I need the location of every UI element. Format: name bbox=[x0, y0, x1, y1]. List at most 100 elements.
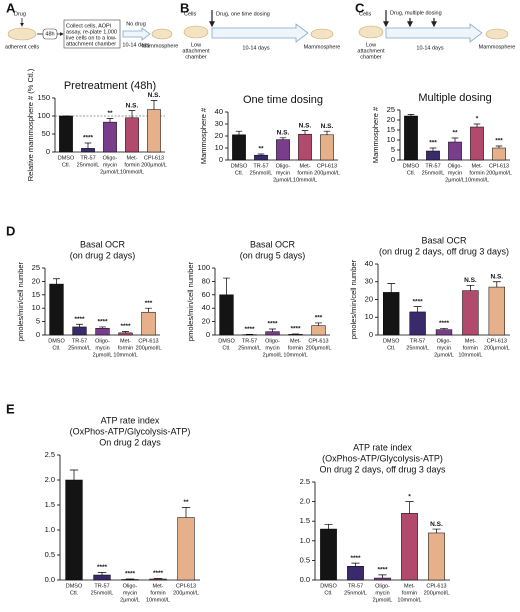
x-tick-label: DMSO bbox=[231, 163, 248, 169]
x-tick-label: CPI-613 bbox=[489, 163, 509, 169]
bar bbox=[265, 331, 280, 336]
error-bar bbox=[150, 100, 158, 110]
x-tick-label: DMSO bbox=[218, 338, 235, 344]
dish bbox=[485, 28, 509, 40]
significance-label: *** bbox=[145, 300, 153, 307]
dish bbox=[7, 27, 37, 41]
significance-label: *** bbox=[315, 315, 323, 322]
x-tick-label: 25nmol/L bbox=[406, 345, 429, 351]
y-tick-label: 1.0 bbox=[45, 525, 55, 534]
error-bar bbox=[106, 118, 114, 123]
error-bar bbox=[223, 277, 230, 295]
y-tick-label: 40 bbox=[202, 303, 210, 312]
schematic-text: 10-14 days bbox=[416, 45, 443, 51]
significance-label: **** bbox=[125, 571, 136, 578]
dish bbox=[183, 25, 209, 39]
y-tick-label: 0 bbox=[219, 155, 223, 164]
schematic-text: attachment bbox=[182, 48, 210, 54]
error-bar bbox=[128, 110, 136, 118]
x-tick-label: CPI-613 bbox=[308, 338, 328, 344]
x-tick-label: Oligo- bbox=[95, 338, 110, 344]
x-tick-label: 10mmol/L bbox=[458, 352, 482, 358]
x-tick-label: 2μmol/L bbox=[434, 352, 454, 358]
error-bar bbox=[235, 130, 243, 135]
arrow bbox=[385, 23, 483, 43]
x-tick-label: Met- bbox=[290, 338, 301, 344]
significance-label: **** bbox=[97, 564, 108, 571]
schematic-text: attachment bbox=[357, 48, 385, 54]
y-tick-label: 60 bbox=[202, 290, 210, 299]
error-bar bbox=[125, 578, 135, 580]
y-tick-label: 25 bbox=[32, 263, 40, 272]
y-tick-label: 30 bbox=[365, 277, 373, 286]
y-tick-label: 20 bbox=[32, 276, 40, 285]
y-tick-label: 0.0 bbox=[300, 575, 310, 584]
significance-label: N.S. bbox=[277, 130, 290, 137]
x-tick-label: Met- bbox=[465, 338, 476, 344]
x-tick-label: CPI-613 bbox=[317, 163, 337, 169]
x-tick-label: Ctl. bbox=[222, 345, 231, 351]
y-tick-label: 10 bbox=[387, 135, 395, 144]
chart-title: On drug 2 days bbox=[99, 437, 161, 447]
x-tick-label: formin bbox=[402, 590, 417, 596]
x-tick-label: DMSO bbox=[48, 338, 65, 344]
schematic-text: Drug bbox=[14, 11, 26, 17]
y-tick-label: 50 bbox=[42, 129, 50, 138]
error-bar bbox=[324, 523, 333, 530]
x-tick-label: Oligo- bbox=[448, 163, 463, 169]
bar bbox=[492, 147, 506, 161]
error-bar bbox=[269, 328, 276, 332]
chart-title: (OxPhos-ATP/Glycolysis-ATP) bbox=[322, 453, 443, 463]
chart-title: Multiple dosing bbox=[418, 92, 491, 104]
error-bar bbox=[323, 130, 331, 135]
x-tick-label: DMSO bbox=[320, 583, 337, 589]
schematic-text: 10-14 days bbox=[242, 45, 269, 51]
x-tick-label: 10mmol/L bbox=[397, 597, 421, 603]
schematic-text: 48h bbox=[45, 31, 54, 37]
x-tick-label: DMSO bbox=[403, 163, 420, 169]
panel-label: D bbox=[6, 223, 15, 238]
bar bbox=[383, 292, 400, 336]
y-tick-label: 20 bbox=[202, 317, 210, 326]
bar bbox=[103, 121, 117, 153]
x-tick-label: 2μmol/L bbox=[120, 597, 140, 603]
error-bar bbox=[440, 328, 448, 330]
y-tick-label: 150 bbox=[37, 93, 50, 102]
significance-label: N.S. bbox=[148, 92, 161, 99]
error-bar bbox=[495, 145, 503, 148]
x-tick-label: formin bbox=[469, 170, 484, 176]
x-tick-label: 2μmol/L bbox=[93, 352, 113, 358]
x-tick-label: 25nmol/L bbox=[238, 345, 261, 351]
x-tick-label: 200μmol/L bbox=[486, 170, 512, 176]
x-tick-label: Oligo- bbox=[123, 583, 138, 589]
schematic-c: Cells Low attachment chamber Drug, multi… bbox=[357, 10, 515, 60]
x-tick-label: Oligo- bbox=[276, 163, 291, 169]
y-axis-label: pmoles/min/cell number bbox=[186, 261, 195, 341]
y-tick-label: 100 bbox=[37, 111, 50, 120]
x-tick-label: 200μmol/L bbox=[484, 345, 510, 351]
panel-label: C bbox=[355, 0, 365, 15]
y-axis-label: Mammosphere # bbox=[199, 107, 208, 164]
significance-label: * bbox=[408, 493, 411, 500]
significance-label: **** bbox=[74, 316, 85, 323]
y-tick-label: 30 bbox=[215, 119, 223, 128]
error-bar bbox=[69, 469, 79, 480]
x-tick-label: TR-57 bbox=[242, 338, 257, 344]
x-tick-label: DMSO bbox=[383, 338, 400, 344]
bar bbox=[448, 141, 462, 161]
x-tick-label: Oligo- bbox=[103, 155, 118, 161]
y-tick-label: 1.5 bbox=[300, 516, 310, 525]
significance-label: * bbox=[476, 116, 479, 123]
x-tick-label: formin bbox=[150, 590, 165, 596]
x-tick-label: mycin bbox=[276, 170, 290, 176]
x-tick-label: CPI-613 bbox=[426, 583, 446, 589]
schematic-text: attachment chamber bbox=[66, 41, 116, 47]
panel-label: E bbox=[6, 401, 15, 416]
panel-label: A bbox=[6, 0, 16, 15]
y-tick-label: 20 bbox=[387, 115, 395, 124]
schematic-text: adherent cells bbox=[5, 44, 39, 50]
y-tick-label: 2.0 bbox=[45, 475, 55, 484]
bar bbox=[426, 150, 440, 161]
bar bbox=[298, 133, 312, 161]
y-axis-label: Relative mammosphere # (% Ctl.) bbox=[26, 68, 35, 181]
